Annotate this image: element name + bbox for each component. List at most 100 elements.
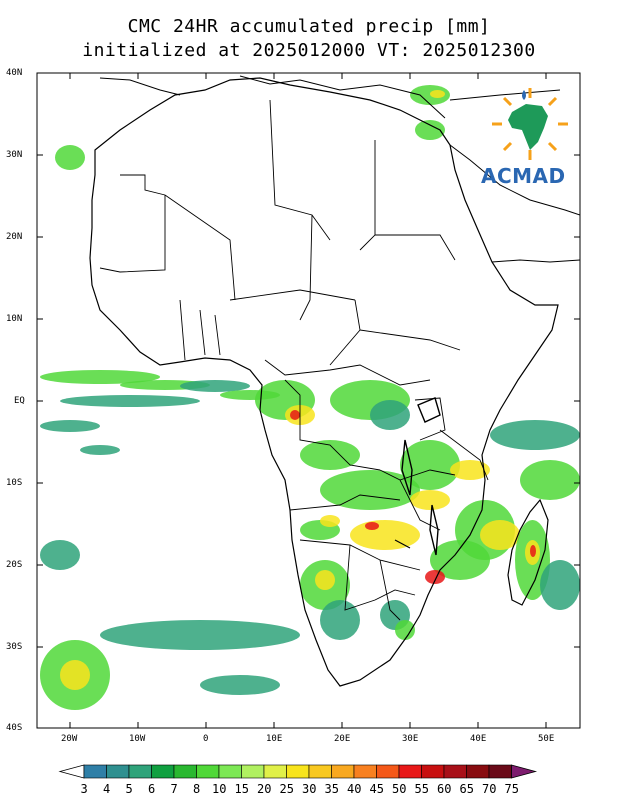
precip-blob	[55, 145, 85, 170]
colorbar-label: 6	[148, 782, 156, 796]
colorbar-label: 4	[103, 782, 111, 796]
europe-coastline	[99, 75, 561, 119]
acmad-logo-text: ACMAD	[481, 164, 566, 188]
colorbar-label: 7	[170, 782, 178, 796]
lake-malawi	[429, 504, 439, 556]
colorbar-label: 30	[302, 782, 317, 796]
precip-blob	[180, 380, 250, 392]
precip-blob	[320, 470, 420, 510]
lake-tanganyika	[401, 439, 413, 496]
madagascar-outline	[507, 498, 549, 606]
colorbar-label: 5	[125, 782, 133, 796]
colorbar	[58, 764, 538, 779]
lat-label-10n: 10N	[6, 314, 23, 324]
colorbar-label: 50	[392, 782, 407, 796]
colorbar-swatch	[196, 764, 220, 779]
colorbar-label: 8	[193, 782, 201, 796]
lat-label-eq: EQ	[14, 396, 25, 406]
precip-blob	[370, 400, 410, 430]
colorbar-swatch	[128, 764, 152, 779]
colorbar-label: 25	[279, 782, 294, 796]
precip-blob	[415, 120, 445, 140]
precip-blob	[490, 420, 580, 450]
colorbar-swatch	[218, 764, 242, 779]
colorbar-swatch	[83, 764, 107, 779]
colorbar-swatch	[263, 764, 287, 779]
colorbar-swatch	[286, 764, 310, 779]
colorbar-label: 70	[482, 782, 497, 796]
precip-blob	[315, 570, 335, 590]
colorbar-swatch	[353, 764, 377, 779]
precip-field	[40, 85, 580, 710]
precip-blob	[200, 675, 280, 695]
precip-blob	[520, 460, 580, 500]
colorbar-label: 35	[324, 782, 339, 796]
precip-blob	[395, 620, 415, 640]
lake-kariba	[394, 539, 411, 549]
precip-blob	[300, 440, 360, 470]
precip-blob	[40, 420, 100, 432]
lat-label-20n: 20N	[6, 232, 23, 242]
colorbar-label: 15	[234, 782, 249, 796]
colorbar-swatch	[398, 764, 422, 779]
lake-victoria	[417, 397, 441, 423]
precip-blob	[290, 410, 300, 420]
precip-blob	[450, 460, 490, 480]
precip-blob	[480, 520, 520, 550]
colorbar-label: 60	[437, 782, 452, 796]
colorbar-label: 20	[257, 782, 272, 796]
lat-label-30s: 30S	[6, 642, 23, 652]
colorbar-swatch	[331, 764, 355, 779]
colorbar-swatch	[376, 764, 400, 779]
precip-blob	[320, 600, 360, 640]
colorbar-low-arrow	[58, 764, 85, 779]
colorbar-swatch	[466, 764, 490, 779]
lon-label-10w: 10W	[129, 734, 146, 744]
precip-blob	[320, 515, 340, 527]
precip-blob	[40, 370, 160, 384]
colorbar-label: 65	[459, 782, 474, 796]
precip-blob	[350, 520, 420, 550]
precip-blob	[410, 490, 450, 510]
arabia-outline	[449, 144, 580, 263]
colorbar-swatch	[173, 764, 197, 779]
lat-label-40n: 40N	[6, 68, 23, 78]
colorbar-swatch	[106, 764, 130, 779]
colorbar-swatch	[488, 764, 512, 779]
country-borders	[99, 99, 489, 621]
lat-label-20s: 20S	[6, 560, 23, 570]
colorbar-label: 10	[212, 782, 227, 796]
precip-blob	[60, 660, 90, 690]
colorbar-label: 3	[80, 782, 88, 796]
lon-label-20e: 20E	[334, 734, 351, 744]
precip-blob	[540, 560, 580, 610]
colorbar-swatch	[421, 764, 445, 779]
precip-blob	[430, 90, 445, 98]
colorbar-label: 55	[414, 782, 429, 796]
colorbar-swatch	[308, 764, 332, 779]
colorbar-label: 75	[504, 782, 519, 796]
africa-coastline	[89, 77, 559, 687]
colorbar-swatch	[151, 764, 175, 779]
precip-blob	[80, 445, 120, 455]
colorbar-swatch	[443, 764, 467, 779]
precip-blob	[400, 440, 460, 490]
precip-blob	[100, 620, 300, 650]
chart-title-line1: CMC 24HR accumulated precip [mm]	[127, 16, 491, 37]
colorbar-swatch	[241, 764, 265, 779]
precip-blob	[40, 540, 80, 570]
colorbar-label: 45	[369, 782, 384, 796]
colorbar-label: 40	[347, 782, 362, 796]
lat-label-10s: 10S	[6, 478, 23, 488]
precip-blob	[425, 570, 445, 584]
lat-label-40s: 40S	[6, 723, 23, 733]
lon-label-30e: 30E	[402, 734, 419, 744]
lon-label-40e: 40E	[470, 734, 487, 744]
lon-label-20w: 20W	[61, 734, 78, 744]
precip-blob	[365, 522, 379, 530]
lon-label-50e: 50E	[538, 734, 555, 744]
acmad-logo	[492, 88, 568, 160]
colorbar-high-arrow	[511, 764, 538, 779]
lon-label-10e: 10E	[266, 734, 283, 744]
